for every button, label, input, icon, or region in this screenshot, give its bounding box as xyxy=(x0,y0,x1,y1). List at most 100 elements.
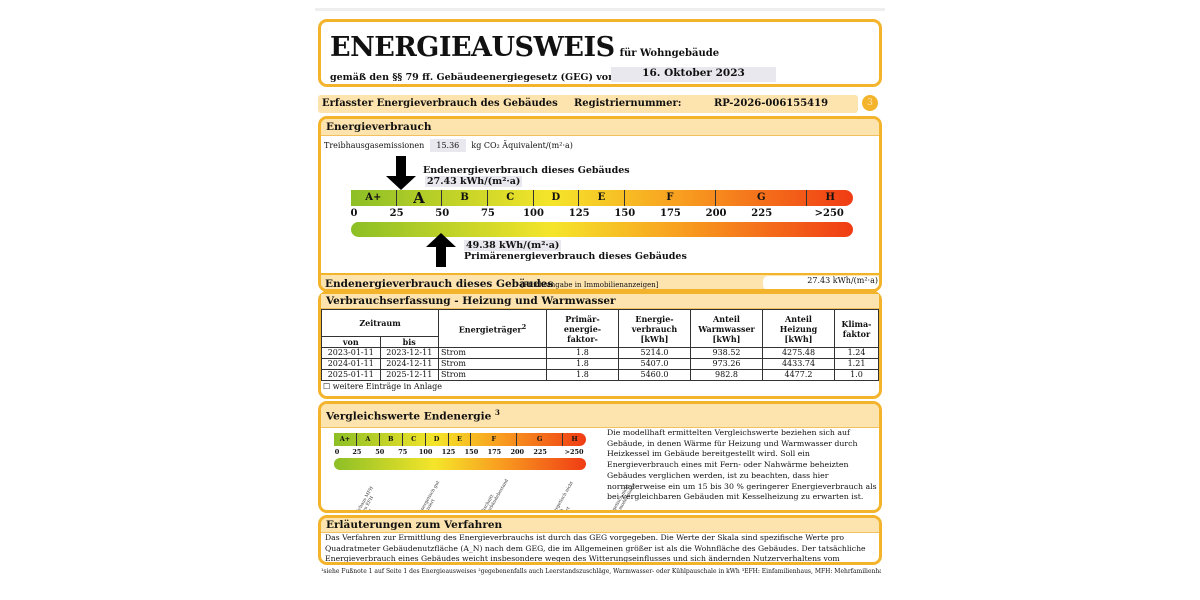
primary-energy-arrow-icon xyxy=(426,233,457,267)
page-number-badge: 3 xyxy=(862,95,878,111)
table-cell: 2024-01-11 xyxy=(321,358,381,370)
class-A+: A+ xyxy=(351,190,397,206)
comparison-tick-label: 75 xyxy=(398,447,408,456)
table-cell: 1.24 xyxy=(834,347,879,359)
more-entries-checkbox[interactable]: ☐ weitere Einträge in Anlage xyxy=(323,382,443,391)
comparison-class-G: G xyxy=(517,433,564,446)
table-cell: 4433.74 xyxy=(762,358,835,370)
col-consumption: Energie-verbrauch [kWh] xyxy=(618,309,691,348)
table-cell: Strom xyxy=(438,358,547,370)
comparison-class-D: D xyxy=(426,433,449,446)
table-cell: 5407.0 xyxy=(618,358,691,370)
section-title: Erläuterungen zum Verfahren xyxy=(321,518,879,533)
comparison-marker-label: EFH energetisch gut modernisiert xyxy=(413,480,442,513)
class-H: H xyxy=(825,192,835,203)
title-box: ENERGIEAUSWEIS für Wohngebäude gemäß den… xyxy=(318,19,882,87)
ghg-unit: kg CO₂ Äquivalent/(m²·a) xyxy=(471,141,573,150)
class-G: G xyxy=(716,190,808,206)
table-cell: 5214.0 xyxy=(618,347,691,359)
table-cell: 2024-12-11 xyxy=(379,358,439,370)
comparison-tick-label: 125 xyxy=(441,447,456,456)
page-subtitle: für Wohngebäude xyxy=(619,48,720,59)
table-cell: 938.52 xyxy=(690,347,763,359)
tick-label: 50 xyxy=(435,208,450,219)
tick-label: 100 xyxy=(523,208,544,219)
summary-value: 27.43 kWh/(m²·a) xyxy=(763,276,879,289)
section-title: Verbrauchserfassung - Heizung und Warmwa… xyxy=(321,294,879,309)
class-C: C xyxy=(488,190,534,206)
col-period: Zeitraum xyxy=(321,309,439,337)
table-cell: 4477.2 xyxy=(762,369,835,381)
comparison-class-B: B xyxy=(380,433,403,446)
tick-label: 75 xyxy=(480,208,495,219)
band-label: Erfasster Energieverbrauch des Gebäudes xyxy=(322,98,558,109)
comparison-tick-label: 0 xyxy=(334,447,340,456)
table-cell: 2025-01-11 xyxy=(321,369,381,381)
explanation-section: Erläuterungen zum Verfahren Das Verfahre… xyxy=(318,515,882,565)
footnotes: ¹siehe Fußnote 1 auf Seite 1 des Energie… xyxy=(321,568,881,575)
comparison-marker-label: Passivhaus MFH Neubau EFH Neubau xyxy=(351,486,376,513)
table-row: 2025-01-11 2025-12-11 Strom 1.8 5460.0 982.8 4… xyxy=(321,369,879,381)
consumption-section: Energieverbrauch Treibhausgasemissionen … xyxy=(318,116,882,292)
section-title: Energieverbrauch xyxy=(321,119,879,136)
comparison-tick-label: 225 xyxy=(533,447,547,456)
summary-note: [Pflichtangabe in Immobilienanzeigen] xyxy=(521,281,659,289)
comparison-tick-label: >250 xyxy=(564,447,584,456)
continuous-bar xyxy=(351,222,853,237)
class-B: B xyxy=(442,190,488,206)
class-bar: A+ A B C D E F G H xyxy=(351,190,853,206)
comparison-marker-label: MFH energetisch nicht wesentlich moderni… xyxy=(544,480,575,513)
comparison-class-A: A xyxy=(357,433,380,446)
comparison-tick-label: 100 xyxy=(418,447,433,456)
record-band: Erfasster Energieverbrauch des Gebäudes … xyxy=(318,95,858,113)
col-climate: Klima-faktor xyxy=(834,309,879,348)
end-energy-value: 27.43 kWh/(m²·a) xyxy=(425,176,523,187)
tick-label: >250 xyxy=(814,208,844,219)
section-title: Vergleichswerte Endenergie 3 xyxy=(321,404,879,428)
primary-energy-value: 49.38 kWh/(m²·a) xyxy=(464,240,562,251)
explanation-text: Das Verfahren zur Ermittlung des Energie… xyxy=(325,533,866,563)
class-D: D xyxy=(534,190,580,206)
comparison-tick-label: 175 xyxy=(487,447,502,456)
law-reference: gemäß den §§ 79 ff. Gebäudeenergiegesetz… xyxy=(330,72,619,84)
table-cell: 4275.48 xyxy=(762,347,835,359)
comparison-class-E: E xyxy=(449,433,472,446)
tick-label: 150 xyxy=(614,208,636,219)
comparison-section: Vergleichswerte Endenergie 3 A+ A B C D E F G H 0… xyxy=(318,401,882,513)
ghg-label: Treibhausgasemissionen xyxy=(324,141,425,150)
page-title: ENERGIEAUSWEIS xyxy=(330,32,615,63)
page-top-rule xyxy=(315,8,885,11)
table-cell: 1.8 xyxy=(546,358,619,370)
comparison-tick-label: 25 xyxy=(352,447,362,456)
tick-label: 225 xyxy=(751,208,773,219)
class-E: E xyxy=(579,190,625,206)
col-warmwater: Anteil Warmwasser [kWh] xyxy=(690,309,763,348)
comparison-class-bar: A+ A B C D E F G H xyxy=(334,433,586,446)
comparison-tick-label: 150 xyxy=(464,447,479,456)
table-cell: 2023-01-11 xyxy=(321,347,381,359)
table-cell: 1.21 xyxy=(834,358,879,370)
comparison-tick-label: 200 xyxy=(510,447,525,456)
consumption-table-section: Verbrauchserfassung - Heizung und Warmwa… xyxy=(318,291,882,399)
primary-energy-label: Primärenergieverbrauch dieses Gebäudes xyxy=(464,251,687,262)
table-cell: 2023-12-11 xyxy=(379,347,439,359)
ghg-value: 15.36 xyxy=(429,139,466,152)
table-cell: 1.8 xyxy=(546,369,619,381)
col-pef: Primär- energie-faktor- xyxy=(546,309,619,348)
col-carrier: Energieträger2 xyxy=(438,309,547,348)
table-row: 2023-01-11 2023-12-11 Strom 1.8 5214.0 938.52… xyxy=(321,347,879,359)
summary-label: Endenergieverbrauch dieses Gebäudes xyxy=(325,278,554,290)
class-A: A xyxy=(397,190,443,206)
comparison-marker-label: Durchschnitt Wohngebäudebestand xyxy=(476,478,510,513)
class-F: F xyxy=(625,190,717,206)
table-cell: 5460.0 xyxy=(618,369,691,381)
comparison-scale: A+ A B C D E F G H 0 25 50 75 100 125 150 175 200 225 >250 P… xyxy=(321,404,637,513)
comparison-class-C: C xyxy=(403,433,426,446)
end-energy-summary: Endenergieverbrauch dieses Gebäudes [Pfl… xyxy=(321,273,879,290)
table-cell: 1.8 xyxy=(546,347,619,359)
tick-label: 25 xyxy=(389,208,404,219)
end-energy-arrow-icon xyxy=(386,156,417,190)
col-to: bis xyxy=(379,336,439,348)
table-cell: Strom xyxy=(438,369,547,381)
col-from: von xyxy=(321,336,381,348)
